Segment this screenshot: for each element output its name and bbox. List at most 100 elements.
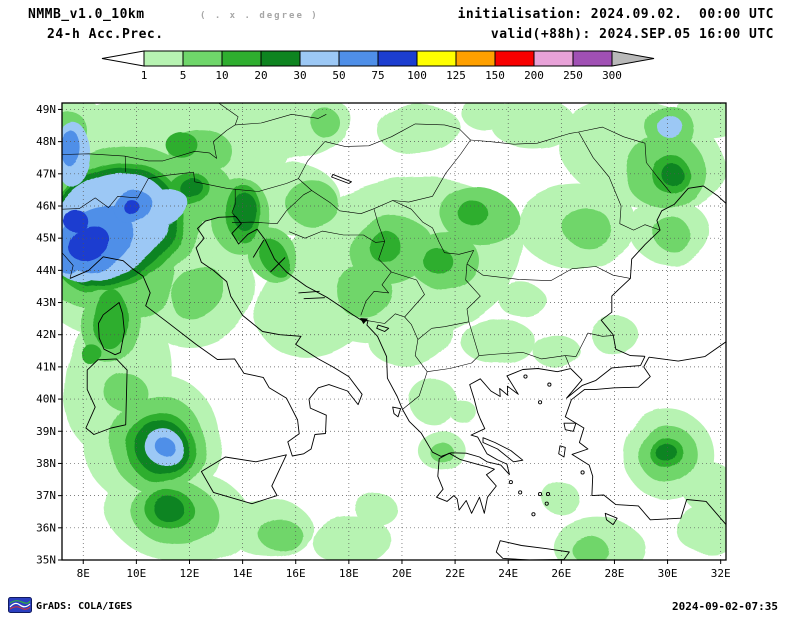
country-border [62, 252, 74, 279]
country-border [404, 316, 419, 340]
coastline [564, 366, 726, 525]
colorbar-tick-label: 250 [563, 69, 583, 82]
country-border [565, 332, 614, 357]
precip-cell [92, 288, 128, 350]
country-border [392, 200, 440, 243]
model-title: NMMB_v1.0_10km [28, 7, 145, 22]
precip-cell [285, 180, 339, 226]
colorbar-segment [533, 50, 574, 67]
country-border [431, 321, 469, 329]
coastline [566, 365, 641, 399]
colorbar-tick-label: 200 [524, 69, 544, 82]
colorbar-tick-label: 100 [407, 69, 427, 82]
lat-tick-label: 41N [36, 360, 56, 373]
lon-tick-label: 32E [711, 567, 731, 580]
small-island [518, 490, 523, 495]
render-timestamp: 2024-09-02-07:35 [672, 600, 778, 613]
coastline [298, 290, 320, 294]
country-border [466, 263, 631, 281]
colorbar-segment [455, 50, 496, 67]
coastline [640, 356, 646, 366]
lat-tick-label: 36N [36, 521, 56, 534]
precip-cell [655, 115, 685, 139]
lon-tick-label: 22E [445, 567, 465, 580]
small-island [538, 400, 543, 405]
island-coastline [392, 406, 402, 418]
colorbar-tick-label: 150 [485, 69, 505, 82]
island-coastline [200, 454, 287, 505]
coastline [648, 341, 726, 362]
precip-cell [680, 460, 726, 512]
lat-tick-label: 35N [36, 554, 56, 567]
lon-tick-label: 20E [392, 567, 412, 580]
precip-cell [660, 162, 683, 186]
grads-credit: GrADS: COLA/IGES [36, 601, 133, 612]
colorbar-segment [143, 50, 184, 67]
colorbar-tick-label: 300 [602, 69, 622, 82]
island-coastline [558, 445, 566, 458]
country-border [62, 114, 327, 162]
axis-labels: 35N 36N 37N 38N 39N 40N 41N 42N 43N 44N 45N 46N 47N 4… [36, 103, 731, 580]
geography-layer [62, 103, 726, 560]
precip-cell [156, 438, 175, 457]
lat-tick-label: 40N [36, 393, 56, 406]
kotor-bay-marker [360, 318, 368, 325]
country-border [364, 313, 405, 324]
precip-cell [370, 231, 402, 264]
country-border [565, 355, 571, 368]
colorbar-segment [338, 50, 379, 67]
island-coastline [495, 540, 570, 560]
island-coastline [331, 173, 352, 184]
lat-tick-label: 48N [36, 135, 56, 148]
colorbar-arrow-high [611, 50, 655, 67]
precip-cell [180, 178, 205, 199]
lon-tick-label: 10E [126, 567, 146, 580]
coastline [469, 368, 571, 475]
country-border [298, 141, 326, 179]
grads-logo [8, 597, 32, 613]
coastline [600, 185, 726, 357]
colorbar-segment [221, 50, 262, 67]
colorbar-tick-label: 20 [254, 69, 267, 82]
precip-cell [489, 103, 575, 149]
island-coastline [97, 302, 125, 356]
country-border [298, 178, 312, 191]
precip-cell [571, 537, 610, 560]
country-border [311, 190, 373, 214]
coastline [643, 356, 650, 368]
map-frame [61, 102, 727, 561]
small-island [545, 491, 551, 497]
lat-tick-label: 38N [36, 457, 56, 470]
country-border [62, 171, 238, 219]
small-island [544, 501, 549, 506]
precip-cell [563, 209, 612, 248]
precip-cell [67, 217, 78, 227]
lon-tick-label: 12E [180, 567, 200, 580]
small-island [523, 374, 528, 379]
lat-tick-label: 44N [36, 264, 56, 277]
country-border [414, 328, 432, 372]
precip-cell [429, 442, 454, 462]
precip-cell [62, 130, 81, 166]
country-border [427, 355, 480, 372]
coastline [69, 216, 363, 457]
precip-cell [125, 202, 142, 217]
precip-blobs [62, 103, 726, 560]
country-border [578, 131, 661, 231]
lat-tick-label: 46N [36, 199, 56, 212]
grads-logo-wave-white [9, 602, 31, 608]
coastline-layer [69, 173, 726, 560]
country-border [391, 271, 425, 318]
colorbar-tick-label: 1 [141, 69, 148, 82]
field-title: 24-h Acc.Prec. [47, 27, 164, 42]
lon-tick-label: 8E [77, 567, 90, 580]
colorbar-tick-label: 50 [332, 69, 345, 82]
colorbar-segment [299, 50, 340, 67]
country-border [468, 321, 480, 356]
small-island [547, 382, 552, 387]
country-border [478, 352, 566, 360]
lat-tick-label: 43N [36, 296, 56, 309]
island-coastline [376, 324, 390, 332]
country-border [218, 103, 239, 126]
